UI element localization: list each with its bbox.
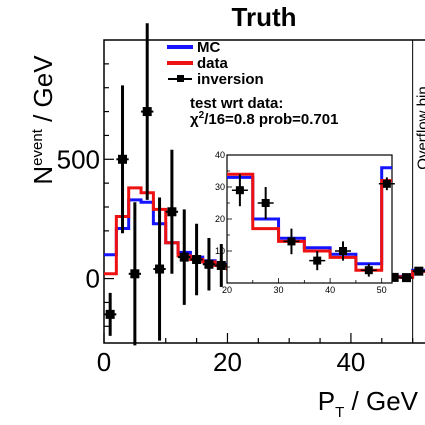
- legend-mc-label: MC: [197, 39, 220, 56]
- x-axis-label: PT / GeV: [318, 386, 419, 421]
- inversion-point: [389, 272, 399, 282]
- inset-y-tick-label: 30: [215, 182, 225, 192]
- annotation-chi-rest: /16=0.8 prob=0.701: [204, 111, 338, 128]
- annotation-line-2: χ2/16=0.8 prob=0.701: [190, 110, 338, 128]
- inset-inversion-point: [287, 237, 296, 246]
- inversion-point: [167, 207, 177, 217]
- inset-y-tick-label: 20: [215, 214, 225, 224]
- inset-plot: 10 20 30 40 20 30 40 50: [215, 150, 395, 295]
- inset-x-tick-label: 30: [274, 285, 284, 295]
- inset-y-tick-label: 40: [215, 150, 225, 160]
- inversion-point: [414, 266, 424, 276]
- x-tick-label: 40: [336, 347, 365, 377]
- main-plot-frame: [103, 39, 425, 344]
- inset-x-tick-label: 40: [325, 285, 335, 295]
- y-tick-label: 0: [86, 264, 100, 294]
- inversion-point: [216, 260, 226, 270]
- y-tick-label: 500: [57, 144, 100, 174]
- y-axis-label: Nevent / GeV: [28, 55, 58, 185]
- x-tick-label: 20: [213, 347, 242, 377]
- annotation-chi-power: 2: [199, 110, 205, 121]
- inset-inversion-point: [364, 266, 373, 275]
- legend: MC data inversion: [167, 39, 264, 88]
- y-axis-label-superscript: event: [29, 128, 46, 166]
- inset-mc-histogram: [227, 166, 392, 266]
- inset-inversion-point: [339, 247, 348, 255]
- legend-data-label: data: [197, 55, 229, 72]
- inversion-point: [118, 154, 128, 164]
- x-axis-label-unit: / GeV: [344, 386, 418, 416]
- y-axis-label-main: N: [28, 166, 58, 185]
- inversion-point: [155, 264, 165, 274]
- inset-y-tick-label: 10: [215, 246, 225, 256]
- inversion-point: [130, 269, 140, 279]
- legend-inversion-swatch-marker: [177, 75, 184, 82]
- inset-x-tick-label: 50: [377, 285, 387, 295]
- inversion-point: [192, 254, 202, 264]
- inversion-point: [401, 273, 411, 283]
- chart-title: Truth: [232, 2, 297, 32]
- annotation-chi-symbol: χ: [190, 111, 199, 128]
- inset-x-tick-label: 20: [222, 285, 232, 295]
- annotation-line-1: test wrt data:: [190, 95, 283, 112]
- inversion-point: [142, 107, 152, 117]
- inset-inversion-point: [382, 179, 391, 188]
- overflow-bin-label: Overflow bin: [415, 86, 425, 169]
- legend-inversion-label: inversion: [197, 71, 264, 88]
- inversion-point: [105, 309, 115, 319]
- inversion-point: [204, 259, 214, 269]
- inset-inversion-point: [313, 256, 322, 265]
- x-axis-label-subscript: T: [335, 404, 344, 421]
- inset-inversion-point: [235, 186, 244, 195]
- inversion-point: [179, 252, 189, 262]
- y-axis-label-unit: / GeV: [28, 55, 58, 129]
- x-tick-label: 0: [97, 347, 111, 377]
- x-axis-label-main: P: [318, 386, 335, 416]
- inset-inversion-point: [261, 199, 270, 207]
